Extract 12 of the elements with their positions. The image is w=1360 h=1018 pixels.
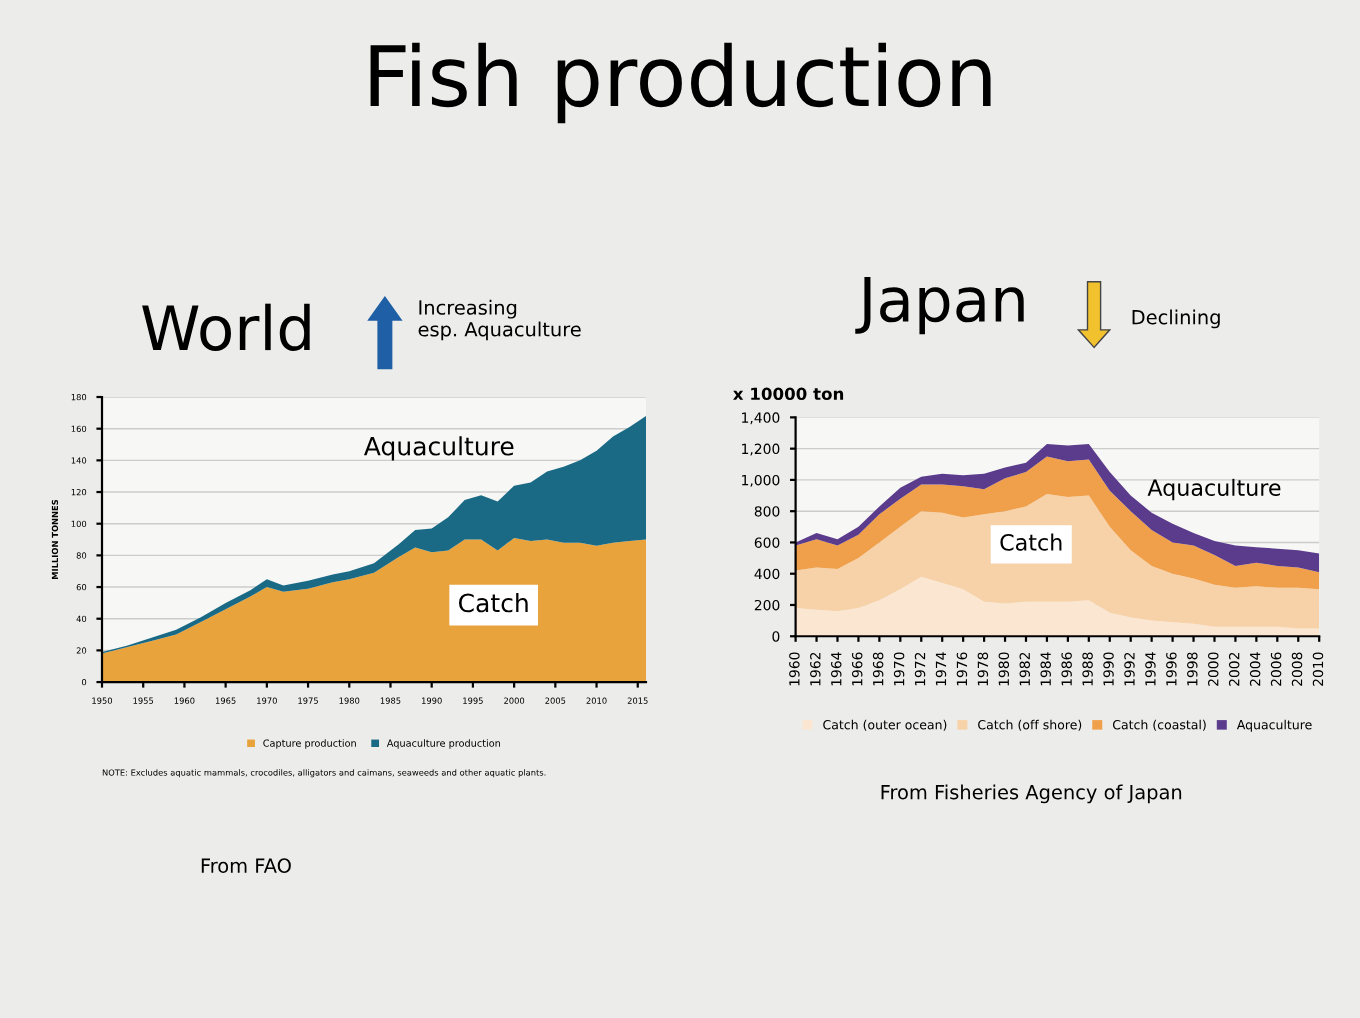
annotation: Aquaculture	[363, 436, 514, 461]
annotation: Catch	[1000, 533, 1062, 551]
annotation: Aquaculture	[1147, 478, 1281, 501]
y-axis-title: x 10000 ton	[733, 387, 844, 401]
chart-title: Japan	[855, 276, 1024, 335]
text: From Fisheries Agency of Japan	[881, 784, 1182, 804]
text: Declining	[1132, 309, 1220, 329]
text: Fish production	[370, 42, 991, 124]
text: Increasing esp. Aquaculture	[418, 299, 581, 341]
text: From FAO	[201, 858, 291, 873]
annotation: Catch	[459, 593, 528, 613]
chart-title: World	[142, 303, 310, 351]
